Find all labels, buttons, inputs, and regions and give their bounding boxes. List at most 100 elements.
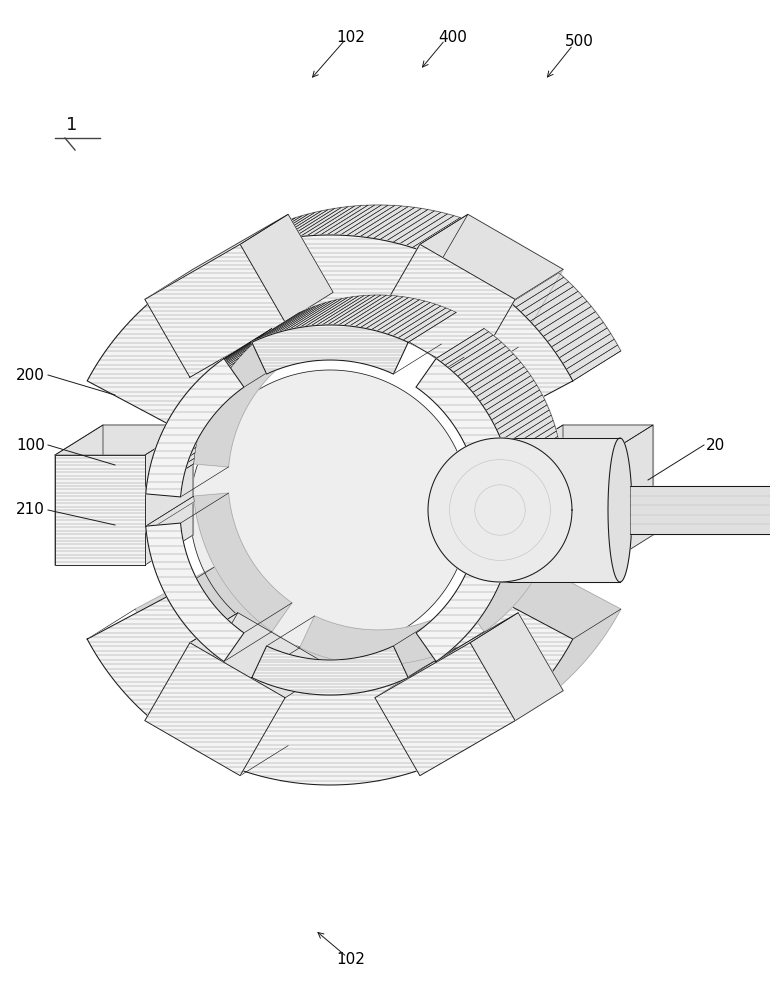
Polygon shape	[501, 410, 551, 445]
Polygon shape	[153, 420, 203, 456]
Polygon shape	[507, 426, 557, 461]
Polygon shape	[416, 523, 514, 662]
Polygon shape	[440, 332, 493, 365]
Polygon shape	[506, 268, 559, 303]
Polygon shape	[473, 245, 527, 279]
Polygon shape	[489, 385, 540, 420]
Polygon shape	[159, 405, 209, 440]
Polygon shape	[112, 306, 165, 342]
Polygon shape	[313, 205, 368, 236]
Polygon shape	[267, 211, 322, 242]
Polygon shape	[494, 395, 544, 430]
Polygon shape	[375, 214, 468, 322]
Polygon shape	[174, 376, 225, 410]
Polygon shape	[333, 295, 387, 325]
Text: 102: 102	[336, 952, 365, 968]
Polygon shape	[456, 235, 510, 268]
Polygon shape	[403, 310, 456, 342]
Polygon shape	[366, 299, 420, 330]
Polygon shape	[150, 431, 199, 466]
Polygon shape	[144, 273, 197, 307]
Text: 102: 102	[336, 29, 365, 44]
Polygon shape	[260, 212, 315, 244]
Polygon shape	[177, 371, 229, 406]
Polygon shape	[450, 339, 501, 372]
Polygon shape	[513, 453, 562, 488]
Polygon shape	[294, 298, 347, 329]
Polygon shape	[444, 230, 497, 262]
Polygon shape	[278, 301, 331, 333]
Polygon shape	[152, 426, 201, 461]
Polygon shape	[155, 415, 205, 450]
Polygon shape	[547, 312, 600, 347]
Polygon shape	[192, 238, 246, 272]
Polygon shape	[412, 218, 467, 250]
Polygon shape	[428, 438, 572, 582]
Polygon shape	[515, 425, 653, 455]
Polygon shape	[499, 405, 549, 440]
Polygon shape	[248, 216, 302, 248]
Polygon shape	[204, 232, 259, 265]
Polygon shape	[514, 496, 562, 532]
Polygon shape	[350, 296, 403, 327]
Polygon shape	[484, 252, 537, 286]
Polygon shape	[512, 447, 561, 483]
Polygon shape	[300, 206, 355, 237]
Polygon shape	[210, 230, 264, 262]
Text: 100: 100	[16, 438, 45, 452]
Polygon shape	[375, 613, 518, 698]
Text: 200: 200	[16, 367, 45, 382]
Polygon shape	[192, 214, 333, 347]
Polygon shape	[393, 212, 447, 244]
Polygon shape	[306, 206, 361, 236]
Polygon shape	[511, 273, 564, 307]
Polygon shape	[353, 206, 408, 237]
Polygon shape	[145, 214, 288, 299]
Polygon shape	[184, 362, 235, 397]
Polygon shape	[338, 295, 392, 326]
Polygon shape	[199, 235, 253, 268]
Polygon shape	[216, 227, 270, 260]
Polygon shape	[192, 613, 333, 746]
Polygon shape	[147, 447, 196, 483]
Polygon shape	[398, 308, 451, 340]
Polygon shape	[176, 249, 229, 282]
Polygon shape	[534, 296, 587, 331]
Polygon shape	[563, 334, 614, 369]
Polygon shape	[135, 282, 187, 317]
Polygon shape	[450, 232, 504, 265]
Polygon shape	[360, 298, 414, 329]
Polygon shape	[310, 296, 364, 326]
Text: 500: 500	[565, 34, 594, 49]
Polygon shape	[117, 301, 169, 336]
Polygon shape	[495, 260, 548, 294]
Polygon shape	[400, 214, 454, 246]
Text: 210: 210	[16, 502, 45, 518]
Polygon shape	[211, 335, 263, 369]
Polygon shape	[146, 453, 195, 488]
Polygon shape	[360, 207, 415, 237]
Polygon shape	[145, 244, 285, 377]
Polygon shape	[465, 354, 517, 388]
Polygon shape	[555, 322, 607, 358]
Polygon shape	[570, 345, 621, 381]
Polygon shape	[480, 371, 531, 406]
Polygon shape	[149, 268, 203, 303]
Polygon shape	[262, 306, 315, 338]
Polygon shape	[416, 358, 514, 497]
Text: 1: 1	[66, 116, 78, 134]
Polygon shape	[491, 390, 542, 425]
Polygon shape	[194, 328, 292, 467]
Polygon shape	[508, 431, 557, 466]
Polygon shape	[273, 303, 326, 334]
Polygon shape	[605, 425, 653, 565]
Polygon shape	[387, 211, 441, 242]
Polygon shape	[467, 242, 521, 275]
Polygon shape	[252, 310, 305, 342]
Polygon shape	[87, 235, 573, 423]
Polygon shape	[322, 295, 375, 325]
Polygon shape	[283, 300, 336, 331]
Polygon shape	[377, 301, 430, 333]
Polygon shape	[55, 425, 193, 455]
Polygon shape	[420, 214, 563, 299]
